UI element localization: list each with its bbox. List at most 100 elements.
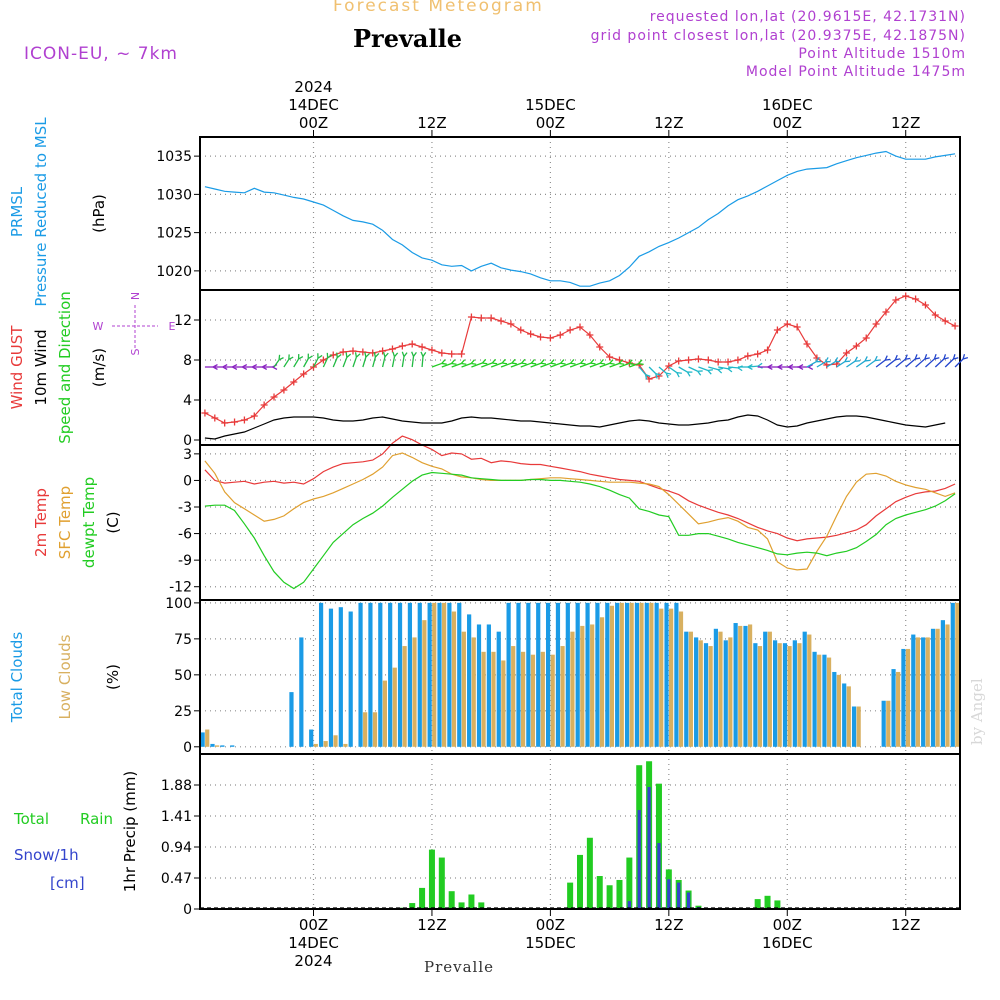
compass-cross: [112, 305, 158, 348]
wind-arrow: [481, 362, 493, 368]
total-clouds-bar: [615, 602, 620, 747]
wind-arrow-head: [420, 351, 427, 357]
wind-arrow: [273, 359, 280, 368]
wind-arrow-head: [441, 359, 447, 365]
gust-marker: [240, 416, 248, 424]
low-clouds-bar: [649, 602, 654, 747]
wind-arrow-head: [717, 367, 724, 374]
wind-arrow: [698, 366, 709, 372]
low-clouds-bar: [846, 686, 851, 747]
wind-arrow: [283, 359, 290, 368]
low-clouds-bar: [777, 643, 782, 747]
wind-arrow-head: [326, 352, 333, 359]
total-clouds-bar: [654, 602, 659, 747]
wind-arrow: [303, 358, 309, 368]
gust-marker: [556, 331, 564, 339]
panel-wind: 0 4 8 12 Wind GUST 10m Wind Speed and Directio…: [8, 290, 969, 449]
low-clouds-bar: [955, 602, 960, 747]
gust-marker: [349, 347, 357, 355]
wind-arrow-head: [232, 364, 238, 370]
panel-pressure: 1020 1025 1030 1035 PRMSL Pressure Reduced to…: [8, 117, 961, 307]
low-clouds-bar: [540, 651, 545, 747]
top-axis-label: 00Z: [773, 114, 802, 132]
wind-arrow: [708, 366, 719, 371]
total-clouds-bar: [200, 732, 205, 747]
total-clouds-bar: [723, 640, 728, 747]
bottom-axis-label: 2024: [294, 952, 332, 970]
wind-arrow: [530, 362, 542, 368]
clouds-y-tick-label: 50: [174, 668, 192, 684]
total-clouds-bar: [634, 602, 640, 747]
total-clouds-bar: [457, 602, 462, 747]
low-clouds-bar: [442, 602, 447, 747]
wind-arrow-head: [481, 358, 488, 365]
wind-arrow: [421, 356, 424, 368]
total-clouds-bar: [328, 608, 334, 747]
compass-e-label: E: [169, 320, 176, 333]
compass-rose: N W E S: [93, 292, 176, 356]
total-clouds-bar: [506, 602, 511, 747]
low-clouds-bar: [432, 602, 437, 747]
wind-arrow: [510, 362, 522, 368]
total-clouds-bar: [753, 643, 758, 747]
gust-marker: [754, 350, 762, 358]
wind-arrows: [204, 351, 969, 380]
total-clouds-bar: [397, 602, 403, 747]
low-clouds-bar: [945, 624, 950, 747]
gust-marker: [694, 355, 702, 363]
low-clouds-bar: [757, 646, 763, 747]
total-clouds-bar: [674, 602, 679, 747]
wind-arrow: [865, 360, 876, 368]
wind-arrow: [816, 361, 826, 368]
precip-legend-label: Total: [13, 810, 49, 828]
wind-arrow-head: [884, 355, 891, 361]
low-clouds-bar: [491, 651, 496, 747]
gust-marker: [359, 348, 367, 356]
wind-arrow-head: [580, 359, 586, 365]
precipitation-axis-label: 1hr Precip (mm): [121, 771, 139, 892]
bottom-axis-label: 12Z: [654, 916, 683, 934]
total-clouds-bar: [368, 602, 373, 747]
wind-arrow-head: [460, 359, 467, 365]
wind-arrow-head: [707, 369, 713, 375]
snow-bar: [637, 810, 641, 909]
rain-bar: [764, 895, 771, 909]
rain-bar: [577, 854, 583, 909]
wind-arrow: [905, 358, 916, 368]
wind-arrow: [806, 361, 817, 368]
wind-arrow-head: [501, 358, 508, 365]
gust-marker: [764, 346, 772, 354]
total-clouds-bar: [950, 602, 955, 747]
wind-arrow-head: [894, 354, 901, 361]
clouds-y-tick-label: 75: [174, 632, 192, 648]
wind-arrow-head: [242, 364, 248, 370]
gust-marker: [527, 330, 535, 338]
low-clouds-bar: [905, 648, 911, 747]
total-clouds-bar: [516, 602, 521, 747]
wind-arrow: [875, 359, 886, 368]
wind-arrow: [441, 362, 452, 368]
gust-marker: [300, 370, 308, 378]
pressure-axis-label: (hPa): [90, 194, 108, 233]
wind-arrow: [579, 362, 591, 368]
wind-y-tick-label: 0: [183, 433, 192, 449]
gust-marker: [487, 314, 495, 322]
wind-arrow: [855, 360, 866, 368]
wind-arrow: [372, 356, 377, 368]
low-clouds-bar: [570, 631, 575, 747]
low-clouds-bar: [580, 625, 585, 747]
rain-bar: [586, 837, 593, 909]
gust-marker: [724, 358, 732, 366]
low-clouds-bar: [501, 660, 506, 747]
temperature-y-tick-label: 3: [183, 447, 192, 463]
total-clouds-bar: [832, 671, 837, 747]
total-clouds-bar: [694, 637, 699, 747]
product-title: Forecast Meteogram: [333, 0, 544, 16]
clouds-y-tick-label: 25: [174, 704, 192, 720]
low-clouds-bar: [461, 631, 466, 747]
low-clouds-bar: [619, 602, 624, 747]
bottom-axis-label: 12Z: [891, 916, 920, 934]
wind-axis-label: Speed and Direction: [56, 291, 74, 444]
wind-arrow: [391, 356, 396, 368]
